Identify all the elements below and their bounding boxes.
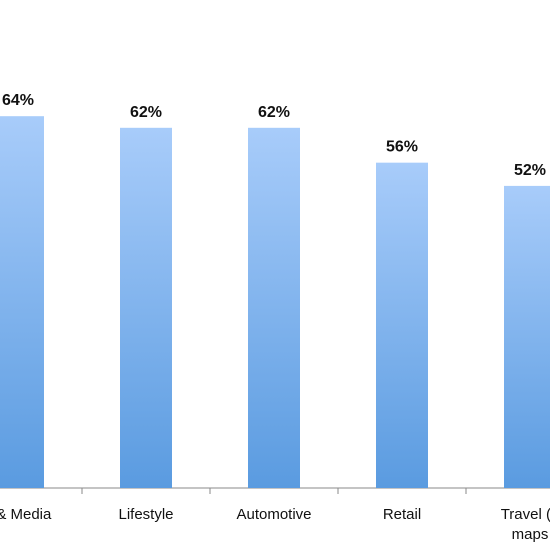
category-label-5: Travel (nmaps	[501, 506, 550, 543]
data-label-1: 64%	[2, 92, 34, 109]
data-label-2: 62%	[130, 104, 162, 121]
data-label-5: 52%	[514, 162, 546, 179]
category-label-4: Retail	[383, 506, 421, 523]
x-axis-ticks	[81, 488, 467, 494]
category-labels-group: s & Media Lifestyle Automotive Retail Travel…	[0, 506, 550, 543]
bar-2	[120, 127, 172, 489]
bar-1	[0, 116, 44, 488]
bar-3	[248, 127, 300, 489]
category-label-1: s & Media	[0, 506, 52, 523]
bar-5	[504, 185, 550, 488]
bar-4	[376, 162, 428, 488]
data-label-4: 56%	[386, 139, 418, 156]
category-label-3: Automotive	[236, 506, 311, 523]
data-labels-group: 64% 62% 62% 56% 52%	[2, 92, 546, 179]
data-label-3: 62%	[258, 104, 290, 121]
bars-group	[0, 116, 550, 489]
category-label-2: Lifestyle	[118, 506, 173, 523]
